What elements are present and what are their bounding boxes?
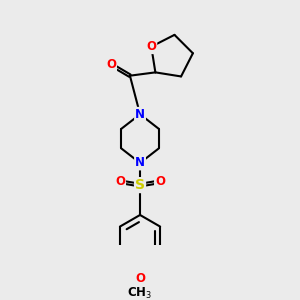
Text: N: N	[135, 108, 145, 121]
Text: N: N	[135, 157, 145, 169]
Text: O: O	[135, 272, 145, 285]
Text: CH$_3$: CH$_3$	[128, 286, 153, 300]
Text: O: O	[106, 58, 116, 71]
Text: O: O	[115, 175, 125, 188]
Text: O: O	[146, 40, 156, 53]
Text: O: O	[155, 175, 165, 188]
Text: S: S	[135, 178, 145, 192]
